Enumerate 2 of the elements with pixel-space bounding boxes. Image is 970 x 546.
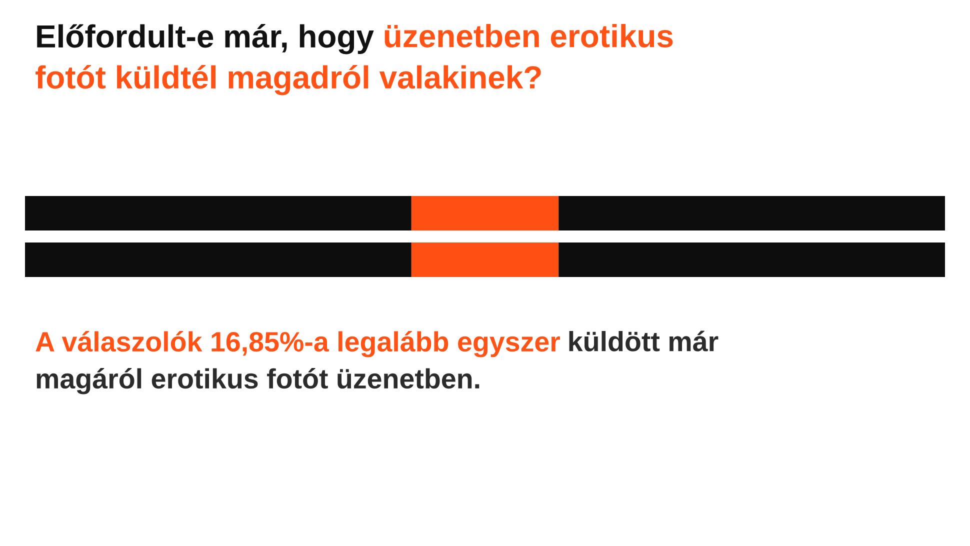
chart-title: Előfordult-e már, hogy xyxy=(37,24,374,54)
text: A válaszolók 16,85%-a legalább egyszer xyxy=(36,331,560,358)
